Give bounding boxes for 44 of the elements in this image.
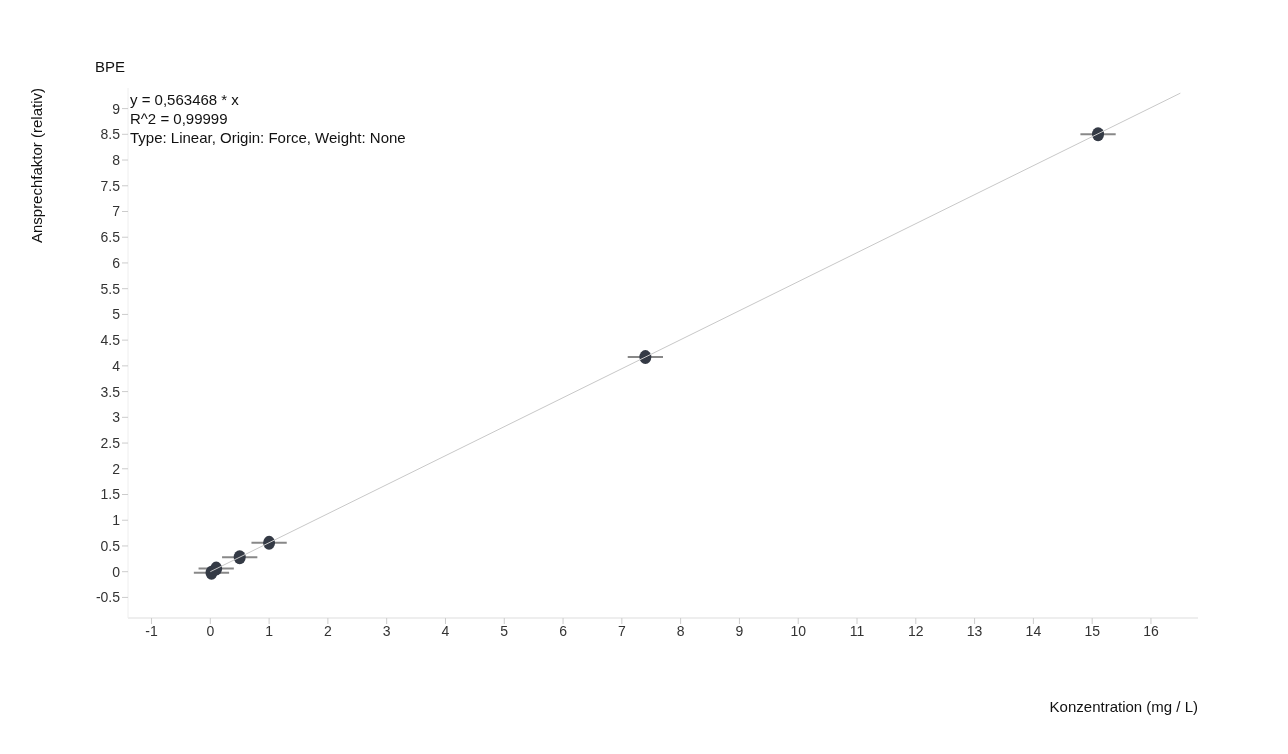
y-tick-label: 7.5 <box>100 177 121 194</box>
x-tick-label: 5 <box>500 622 509 639</box>
x-tick-label: 16 <box>1143 622 1159 639</box>
x-tick-label: 7 <box>617 622 626 639</box>
x-tick-label: 4 <box>441 622 450 639</box>
annotation: y = 0,563468 * x <box>130 90 240 109</box>
y-tick-label: 0.5 <box>100 537 121 554</box>
y-tick-label: 0 <box>112 563 121 580</box>
annotation: Type: Linear, Origin: Force, Weight: None <box>130 128 406 147</box>
x-axis-title: Konzentration (mg / L) <box>1049 698 1198 715</box>
y-tick-label: 8 <box>112 152 121 169</box>
y-axis-title: Ansprechfaktor (relativ) <box>28 88 45 244</box>
y-tick-label: 2 <box>112 460 121 477</box>
x-tick-label: 0 <box>206 622 215 639</box>
y-tick-label: 7 <box>112 203 121 220</box>
x-tick-label: 8 <box>676 622 685 639</box>
y-tick-label: 4.5 <box>100 332 121 349</box>
y-tick-label: 1.5 <box>100 486 121 503</box>
x-tick-label: 6 <box>559 622 568 639</box>
x-tick-label: 3 <box>382 622 391 639</box>
x-tick-label: 14 <box>1025 622 1042 639</box>
x-tick-label: 13 <box>966 622 983 639</box>
y-tick-label: 6.5 <box>100 229 121 246</box>
x-tick-label: 15 <box>1084 622 1101 639</box>
x-tick-label: 12 <box>908 622 924 639</box>
y-tick-label: 5 <box>112 306 121 323</box>
x-tick-label: 11 <box>849 622 865 639</box>
x-tick-label: -1 <box>145 622 158 639</box>
y-tick-label: 2.5 <box>100 435 121 452</box>
annotation: R^2 = 0,99999 <box>130 109 229 128</box>
y-tick-label: 9 <box>112 100 121 117</box>
x-tick-label: 9 <box>735 622 744 639</box>
x-tick-label: 2 <box>323 622 332 639</box>
y-tick-label: 4 <box>112 357 121 374</box>
chart-title: BPE <box>95 58 126 75</box>
y-tick-label: 6 <box>112 254 121 271</box>
y-tick-label: 3 <box>112 409 121 426</box>
x-tick-label: 1 <box>265 622 274 639</box>
x-tick-label: 10 <box>790 622 807 639</box>
y-tick-label: -0.5 <box>95 589 121 606</box>
y-tick-label: 8.5 <box>100 126 121 143</box>
y-tick-label: 3.5 <box>100 383 121 400</box>
y-tick-label: 1 <box>112 512 121 529</box>
y-tick-label: 5.5 <box>100 280 121 297</box>
